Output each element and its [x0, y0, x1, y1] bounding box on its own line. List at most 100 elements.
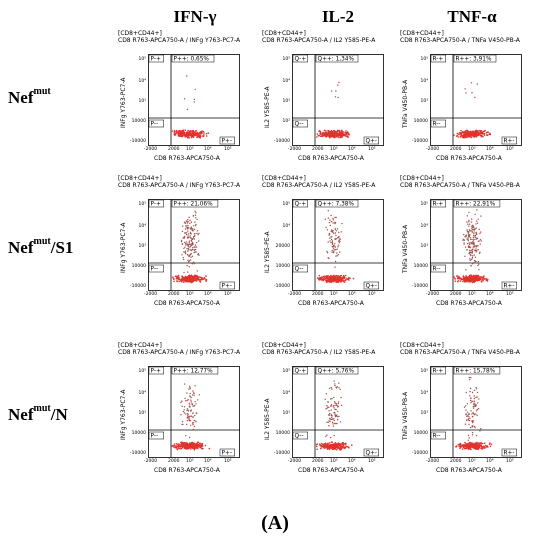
event-point: [188, 243, 190, 245]
event-point: [178, 278, 180, 280]
event-point: [180, 441, 182, 444]
event-point: [326, 252, 329, 254]
x-tick-label: 10⁵: [224, 292, 232, 297]
event-point: [189, 385, 191, 387]
y-tick-label: -10000: [130, 139, 146, 144]
event-point: [330, 386, 332, 389]
event-point: [338, 279, 341, 281]
event-point: [471, 276, 473, 278]
event-point: [191, 136, 194, 138]
event-point: [467, 414, 469, 416]
event-point: [185, 243, 187, 245]
event-point: [462, 444, 464, 446]
event-point: [196, 262, 198, 264]
event-point: [328, 134, 331, 136]
event-point: [198, 254, 200, 256]
event-point: [187, 248, 190, 250]
event-point: [332, 230, 334, 232]
event-point: [454, 277, 456, 280]
event-point: [173, 280, 175, 283]
event-point: [194, 131, 196, 134]
quadrant-label-lower-left-box: [430, 119, 446, 128]
event-point: [190, 410, 192, 412]
event-point: [333, 245, 336, 247]
event-point: [342, 274, 345, 277]
event-point: [318, 277, 321, 279]
event-point: [190, 399, 192, 401]
quadrant-label-upper-right-box: [315, 199, 359, 208]
event-point: [469, 417, 471, 419]
cell-events: [316, 210, 355, 284]
event-point: [186, 247, 188, 250]
quadrant-label-lower-left-box: [148, 119, 164, 128]
event-point: [186, 392, 188, 394]
event-point: [182, 281, 185, 283]
event-point: [465, 443, 468, 445]
event-point: [339, 443, 342, 445]
event-point: [328, 442, 331, 444]
quadrant-label-lower-left: Q--: [295, 267, 304, 273]
x-tick-label: 10⁵: [224, 147, 232, 152]
event-point: [174, 275, 177, 278]
event-point: [333, 412, 335, 414]
event-point: [466, 249, 468, 251]
y-tick-label: 10⁵: [420, 369, 428, 374]
event-point: [457, 136, 460, 138]
event-point: [186, 253, 189, 256]
event-point: [338, 382, 340, 384]
quadrant-label-lower-left: R--: [433, 434, 441, 440]
event-point: [181, 446, 184, 448]
quadrant-label-upper-right-box: [171, 366, 219, 375]
event-point: [479, 243, 481, 245]
event-point: [191, 275, 193, 277]
event-point: [480, 280, 483, 282]
event-point: [466, 243, 469, 245]
event-point: [333, 380, 335, 382]
event-point: [205, 132, 208, 135]
event-point: [333, 232, 335, 235]
row-label-base: Nef: [8, 88, 34, 107]
event-point: [473, 402, 475, 404]
event-point: [188, 447, 190, 449]
event-point: [330, 220, 333, 223]
event-point: [189, 235, 191, 237]
event-point: [469, 246, 471, 249]
y-tick-label: 10⁴: [420, 79, 428, 84]
event-point: [187, 275, 190, 277]
event-point: [471, 231, 473, 233]
event-point: [328, 406, 330, 408]
event-point: [468, 235, 471, 237]
panel-header: [CD8+CD44+] CD8 R763-APCA750-A / INFg Y7…: [118, 30, 241, 44]
event-point: [193, 392, 195, 394]
event-point: [195, 444, 197, 447]
event-point: [342, 133, 345, 135]
x-axis-label: CD8 R763-APCA750-A: [436, 155, 502, 162]
event-point: [202, 130, 205, 133]
event-point: [188, 276, 190, 279]
event-point: [183, 409, 185, 411]
event-point: [328, 425, 330, 427]
quadrant-label-upper-left: R-+: [433, 57, 444, 63]
event-point: [335, 278, 337, 280]
event-point: [466, 238, 468, 240]
event-point: [197, 252, 200, 255]
event-point: [464, 236, 466, 238]
event-point: [475, 233, 478, 235]
event-point: [330, 445, 332, 448]
event-point: [477, 131, 480, 133]
event-point: [173, 443, 176, 445]
event-point: [183, 131, 185, 133]
event-point: [473, 281, 475, 283]
event-point: [474, 447, 476, 450]
event-point: [190, 249, 192, 252]
scatter-plot: R-+ R++: 22,91% R-- R+-: [430, 199, 522, 291]
row-label-sup: mut: [33, 86, 51, 97]
event-point: [336, 418, 339, 421]
event-point: [477, 218, 479, 220]
event-point: [183, 247, 185, 250]
event-point: [187, 130, 189, 132]
event-point: [474, 228, 476, 230]
event-point: [188, 241, 190, 244]
event-point: [186, 423, 188, 426]
event-point: [471, 443, 474, 446]
